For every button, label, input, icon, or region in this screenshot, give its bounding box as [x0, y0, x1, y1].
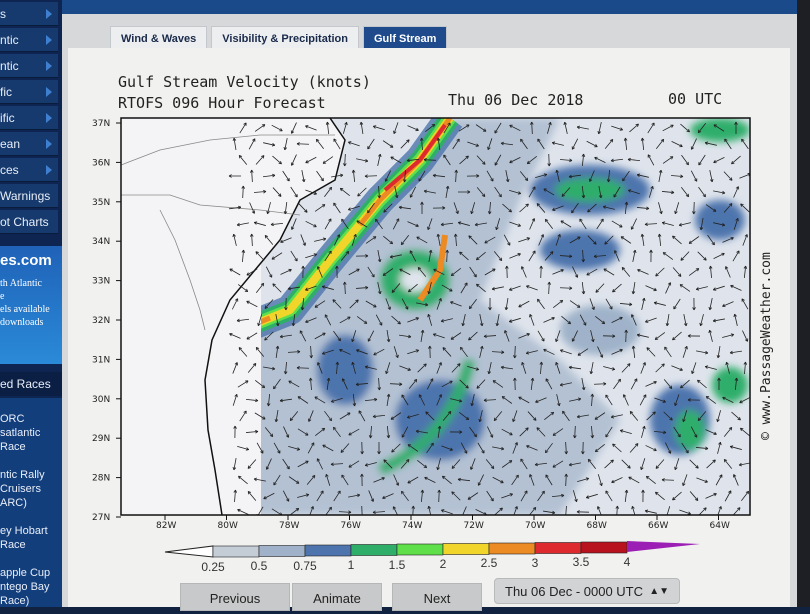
lat-label: 31N [92, 355, 110, 365]
lon-label: 72W [464, 521, 484, 531]
lon-label: 82W [156, 521, 176, 531]
screen-edge [797, 0, 810, 607]
colorbar-swatch [351, 545, 397, 556]
lon-label: 80W [218, 521, 238, 531]
colorbar-swatch [259, 546, 305, 557]
colorbar-label: 3 [532, 556, 539, 570]
colorbar-swatch [443, 544, 489, 555]
colorbar-swatch [397, 544, 443, 555]
colorbar-label: 2.5 [481, 556, 498, 570]
colorbar-swatch [213, 546, 259, 557]
lon-label: 74W [402, 521, 422, 531]
time-select-value: Thu 06 Dec - 0000 UTC [505, 584, 643, 599]
lat-label: 35N [92, 198, 110, 208]
colorbar-label: 4 [624, 555, 631, 569]
colorbar-label: 3.5 [573, 555, 590, 569]
lon-axis: 82W 80W 78W 76W 74W 72W 70W 68W 66W 64W [156, 515, 730, 531]
tab-visibility-precipitation[interactable]: Visibility & Precipitation [211, 26, 359, 48]
lon-label: 68W [587, 521, 607, 531]
lat-label: 29N [92, 434, 110, 444]
lat-label: 36N [92, 158, 110, 168]
colorbar-label: 0.75 [293, 559, 316, 573]
colorbar-high-cap [627, 541, 700, 552]
colorbar-label: 1 [348, 558, 355, 572]
colorbar-swatch [535, 543, 581, 554]
time-select[interactable]: Thu 06 Dec - 0000 UTC ▲▼ [494, 578, 680, 604]
colorbar-swatch [489, 543, 535, 554]
lat-label: 32N [92, 316, 110, 326]
colorbar-label: 0.5 [251, 559, 268, 573]
colorbar-swatch [305, 545, 351, 556]
lat-label: 34N [92, 237, 110, 247]
tab-gulf-stream[interactable]: Gulf Stream [363, 26, 447, 48]
lat-label: 30N [92, 395, 110, 405]
lat-label: 33N [92, 277, 110, 287]
lon-label: 70W [525, 521, 545, 531]
colorbar-label: 2 [440, 557, 447, 571]
lat-label: 37N [92, 119, 110, 129]
lat-axis: 37N 36N 35N 34N 33N 32N 31N 30N 29N 28N 27N [92, 119, 121, 523]
watermark: © www.PassageWeather.com [759, 252, 774, 440]
lon-label: 76W [341, 521, 361, 531]
lat-label: 28N [92, 474, 110, 484]
select-arrows-icon: ▲▼ [649, 579, 669, 605]
lon-label: 78W [279, 521, 299, 531]
tab-bar: Wind & Waves Visibility & Precipitation … [110, 26, 447, 48]
colorbar-label: 1.5 [389, 558, 406, 572]
lon-label: 66W [648, 521, 668, 531]
colorbar-label: 0.25 [201, 560, 224, 574]
lat-label: 27N [92, 513, 110, 523]
colorbar-swatch [581, 542, 627, 553]
colorbar [165, 541, 700, 557]
current-field [121, 118, 751, 518]
lon-label: 64W [710, 521, 730, 531]
tab-wind-waves[interactable]: Wind & Waves [110, 26, 207, 48]
colorbar-low-cap [165, 546, 213, 557]
